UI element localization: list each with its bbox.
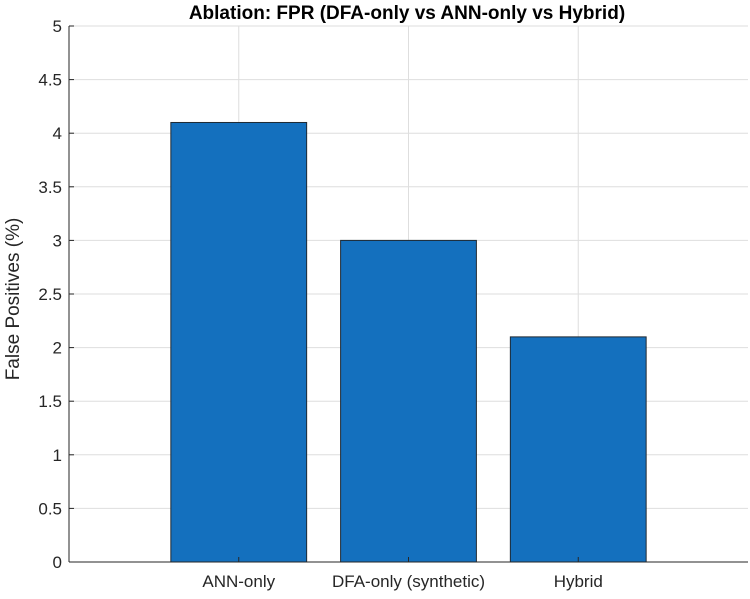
y-tick-label: 4: [53, 124, 62, 143]
chart-title: Ablation: FPR (DFA-only vs ANN-only vs H…: [189, 3, 625, 24]
x-tick-label: DFA-only (synthetic): [332, 572, 485, 591]
y-tick-label: 0: [53, 553, 62, 572]
y-tick-label: 3.5: [38, 178, 62, 197]
y-tick-label: 1.5: [38, 392, 62, 411]
y-tick-label: 3: [53, 231, 62, 250]
y-tick-label: 4.5: [38, 71, 62, 90]
y-tick-label: 2: [53, 339, 62, 358]
y-tick-label: 0.5: [38, 499, 62, 518]
y-tick-label: 1: [53, 446, 62, 465]
bar-ann-only: [170, 121, 308, 563]
bars: [170, 121, 647, 563]
y-axis-label: False Positives (%): [3, 218, 24, 381]
bar-hybrid: [509, 336, 647, 563]
bar-dfa-only-synthetic: [340, 239, 477, 563]
x-ticks: ANN-only DFA-only (synthetic) Hybrid: [202, 557, 603, 591]
x-tick-label: Hybrid: [554, 572, 603, 591]
y-tick-label: 2.5: [38, 285, 62, 304]
x-tick-label: ANN-only: [202, 572, 275, 591]
y-ticks: 0 0.5 1 1.5 2 2.5 3 3.5 4 4.5 5: [38, 17, 74, 572]
y-tick-label: 5: [53, 17, 62, 36]
